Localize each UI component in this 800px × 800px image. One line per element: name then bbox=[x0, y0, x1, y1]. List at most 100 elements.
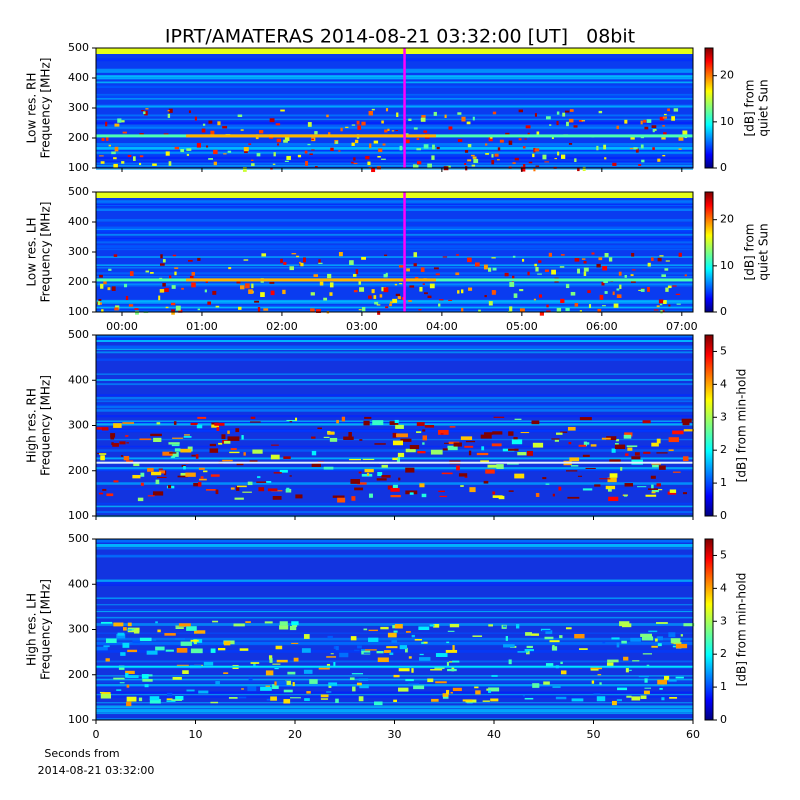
spectrogram-band bbox=[96, 77, 693, 80]
spectrogram-texture bbox=[395, 130, 399, 132]
spectrogram-texture bbox=[439, 495, 447, 498]
spectrogram-texture bbox=[396, 112, 399, 118]
spectrogram-texture bbox=[641, 159, 645, 163]
spectrogram-texture bbox=[442, 693, 449, 697]
spectrogram-texture bbox=[276, 681, 287, 686]
spectrogram-texture bbox=[464, 445, 474, 448]
spectrogram-texture bbox=[269, 658, 273, 663]
spectrogram-texture bbox=[394, 624, 403, 629]
spectrogram-texture bbox=[665, 287, 669, 292]
spectrogram-texture bbox=[309, 679, 318, 684]
spectrogram-texture bbox=[337, 497, 346, 503]
colorbar-tick-label: 0 bbox=[720, 161, 727, 174]
spectrogram-texture bbox=[453, 442, 462, 447]
spectrogram-texture bbox=[127, 675, 139, 679]
spectrogram-texture bbox=[430, 449, 443, 455]
spectrogram-texture bbox=[560, 431, 568, 433]
spectrogram-texture bbox=[190, 648, 203, 654]
spectrogram-texture bbox=[156, 422, 161, 425]
spectrogram-texture bbox=[520, 432, 530, 434]
spectrogram-texture bbox=[330, 653, 334, 655]
spectrogram-texture bbox=[387, 128, 390, 131]
spectrogram-texture bbox=[680, 634, 683, 637]
spectrogram-texture bbox=[276, 659, 288, 663]
spectrogram-texture bbox=[602, 641, 606, 644]
spectrogram-texture bbox=[335, 141, 338, 144]
spectrogram-texture bbox=[574, 158, 577, 163]
spectrogram-texture bbox=[194, 639, 197, 645]
spectrogram-texture bbox=[285, 680, 291, 685]
spectrogram-band bbox=[96, 245, 693, 249]
spectrogram-texture bbox=[422, 429, 426, 432]
spectrogram-texture bbox=[198, 467, 205, 470]
spectrogram-texture bbox=[203, 661, 214, 666]
spectrogram-texture bbox=[475, 690, 481, 695]
y-axis-label: Frequency [MHz] bbox=[39, 579, 53, 680]
spectrogram-texture bbox=[148, 674, 153, 677]
spectrogram-texture bbox=[429, 283, 435, 289]
spectrogram-texture bbox=[568, 442, 572, 445]
spectrogram-texture bbox=[188, 259, 193, 262]
spectrogram-texture bbox=[295, 494, 303, 499]
x-tick-label: 06:00 bbox=[586, 320, 618, 333]
spectrogram-texture bbox=[171, 309, 175, 312]
spectrogram-band bbox=[96, 710, 693, 713]
spectrogram-texture bbox=[555, 696, 567, 700]
spectrogram-texture bbox=[176, 664, 189, 667]
spectrogram-texture bbox=[113, 157, 117, 160]
spectrogram-texture bbox=[560, 254, 565, 256]
spectrogram-texture bbox=[559, 635, 563, 639]
spectrogram-texture bbox=[528, 161, 533, 164]
spectrogram-texture bbox=[456, 254, 459, 256]
spectrogram-texture bbox=[152, 639, 157, 641]
spectrogram-texture bbox=[387, 485, 393, 490]
spectrogram-texture bbox=[659, 687, 663, 690]
spectrogram-texture bbox=[421, 641, 424, 644]
spectrogram-texture bbox=[534, 263, 537, 267]
spectrogram-texture bbox=[332, 495, 345, 498]
spectrogram-band bbox=[96, 93, 693, 96]
spectrogram-texture bbox=[208, 120, 213, 124]
spectrogram-texture bbox=[377, 657, 389, 663]
spectrogram-band bbox=[96, 118, 693, 120]
spectrogram-texture bbox=[351, 161, 354, 164]
spectrogram-texture bbox=[210, 648, 216, 653]
spectrogram-texture bbox=[193, 482, 202, 487]
spectrogram-texture bbox=[657, 257, 662, 262]
spectrogram-texture bbox=[249, 460, 258, 463]
spectrogram-texture bbox=[374, 301, 379, 305]
spectrogram-texture bbox=[648, 630, 658, 633]
colorbar-tick-label: 20 bbox=[720, 69, 734, 82]
spectrogram-texture bbox=[338, 150, 341, 152]
spectrogram-texture bbox=[420, 117, 426, 122]
spectrogram-texture bbox=[223, 153, 227, 155]
y-axis-label: High res. LH bbox=[25, 593, 39, 666]
spectrogram-texture bbox=[396, 457, 401, 463]
y-axis-label: Low res. RH bbox=[25, 73, 39, 144]
spectrogram-band bbox=[96, 98, 693, 100]
spectrogram-texture bbox=[393, 630, 398, 633]
spectrogram-texture bbox=[373, 295, 377, 299]
spectrogram-texture bbox=[417, 451, 426, 454]
spectrogram-texture bbox=[191, 272, 196, 276]
spectrogram-texture bbox=[196, 424, 203, 429]
spectrogram-texture bbox=[556, 432, 563, 435]
spectrogram-texture bbox=[303, 669, 313, 674]
spectrogram-texture bbox=[545, 663, 554, 667]
spectrogram-band bbox=[96, 204, 693, 206]
spectrogram-texture bbox=[105, 658, 110, 662]
spectrogram-texture bbox=[491, 257, 496, 259]
colorbar-tick-label: 1 bbox=[720, 680, 727, 693]
spectrogram-band bbox=[96, 58, 693, 62]
spectrogram-texture bbox=[408, 656, 412, 659]
spectrogram-band bbox=[96, 396, 693, 400]
spectrogram-texture bbox=[488, 267, 492, 272]
spectrogram-texture bbox=[171, 452, 179, 457]
spectrogram-texture bbox=[682, 130, 688, 135]
spectrogram-texture bbox=[663, 300, 667, 305]
spectrogram-texture bbox=[640, 120, 643, 125]
spectrogram-texture bbox=[165, 649, 174, 652]
spectrogram-texture bbox=[257, 307, 261, 312]
spectrogram-texture bbox=[164, 633, 176, 636]
spectrogram-texture bbox=[406, 268, 410, 272]
